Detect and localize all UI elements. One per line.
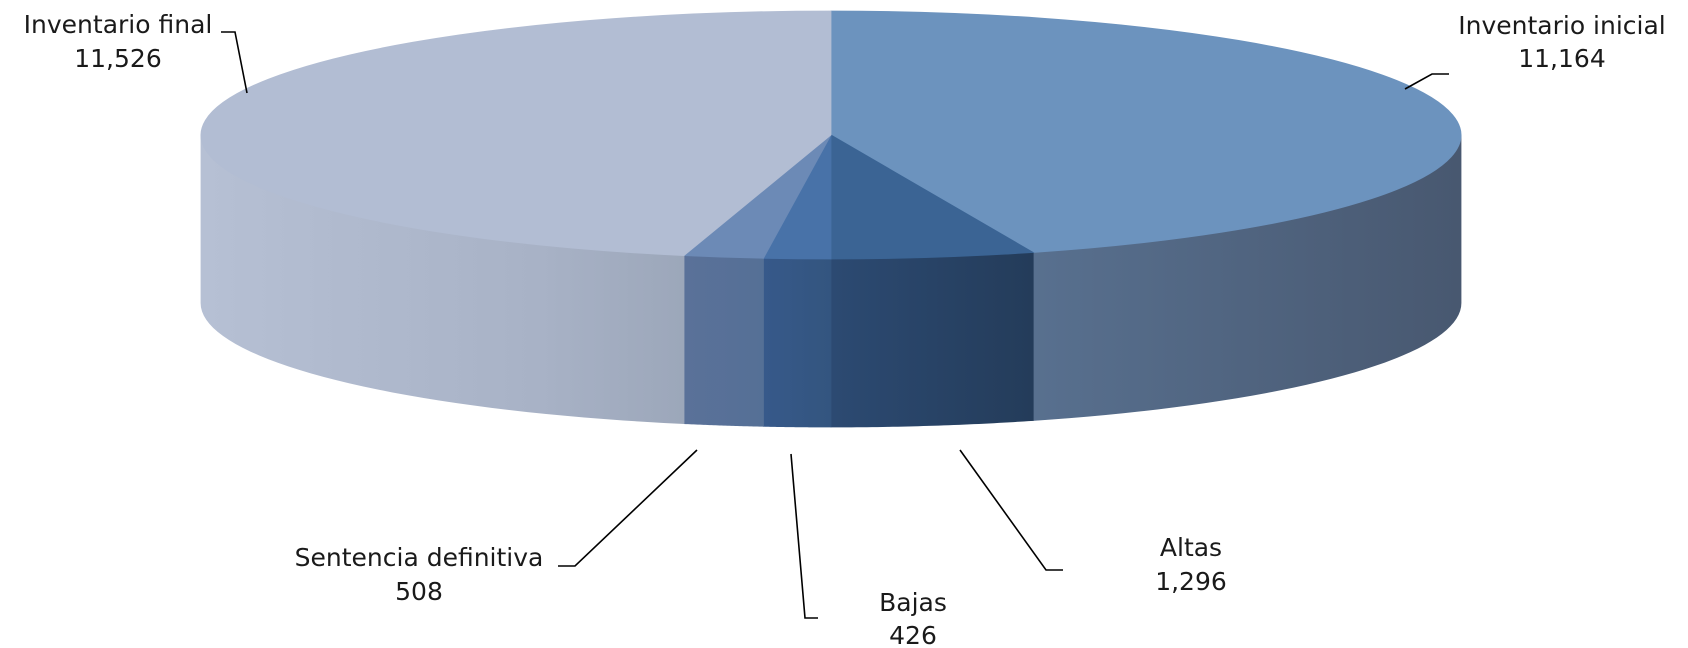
- pie-side-altas: [830, 252, 1034, 428]
- label-value-altas: 1,296: [1155, 567, 1227, 596]
- label-name-altas: Altas: [1160, 533, 1222, 562]
- label-name-inventario-final: Inventario final: [24, 10, 213, 39]
- slice-label-bajas: Bajas 426: [790, 453, 947, 648]
- leader-line-bajas: [790, 453, 818, 619]
- slice-label-sentencia-definitiva: Sentencia definitiva 508: [295, 449, 698, 606]
- slice-label-altas: Altas 1,296: [959, 449, 1227, 596]
- pie-side-sentencia-definitiva: [683, 255, 764, 427]
- label-value-sentencia-definitiva: 508: [395, 577, 443, 606]
- pie-slice-altas: [830, 134, 1035, 260]
- pie-slice-inventario-final: [200, 10, 832, 256]
- label-value-bajas: 426: [889, 621, 937, 648]
- slice-label-inventario-final: Inventario final 11,526: [24, 10, 248, 94]
- pie-side-bajas: [763, 257, 832, 428]
- label-name-sentencia-definitiva: Sentencia definitiva: [295, 543, 544, 572]
- leader-line-altas: [959, 449, 1063, 571]
- slice-label-inventario-inicial: Inventario inicial 11,164: [1404, 11, 1666, 90]
- pie-slice-inventario-inicial: [830, 10, 1462, 253]
- leader-line-inventario-final: [221, 31, 248, 94]
- label-name-inventario-inicial: Inventario inicial: [1458, 11, 1666, 40]
- leader-line-inventario-inicial: [1404, 73, 1449, 90]
- leader-line-sentencia-definitiva: [558, 449, 698, 567]
- label-value-inventario-final: 11,526: [74, 44, 161, 73]
- label-value-inventario-inicial: 11,164: [1518, 44, 1605, 73]
- label-name-bajas: Bajas: [879, 588, 947, 617]
